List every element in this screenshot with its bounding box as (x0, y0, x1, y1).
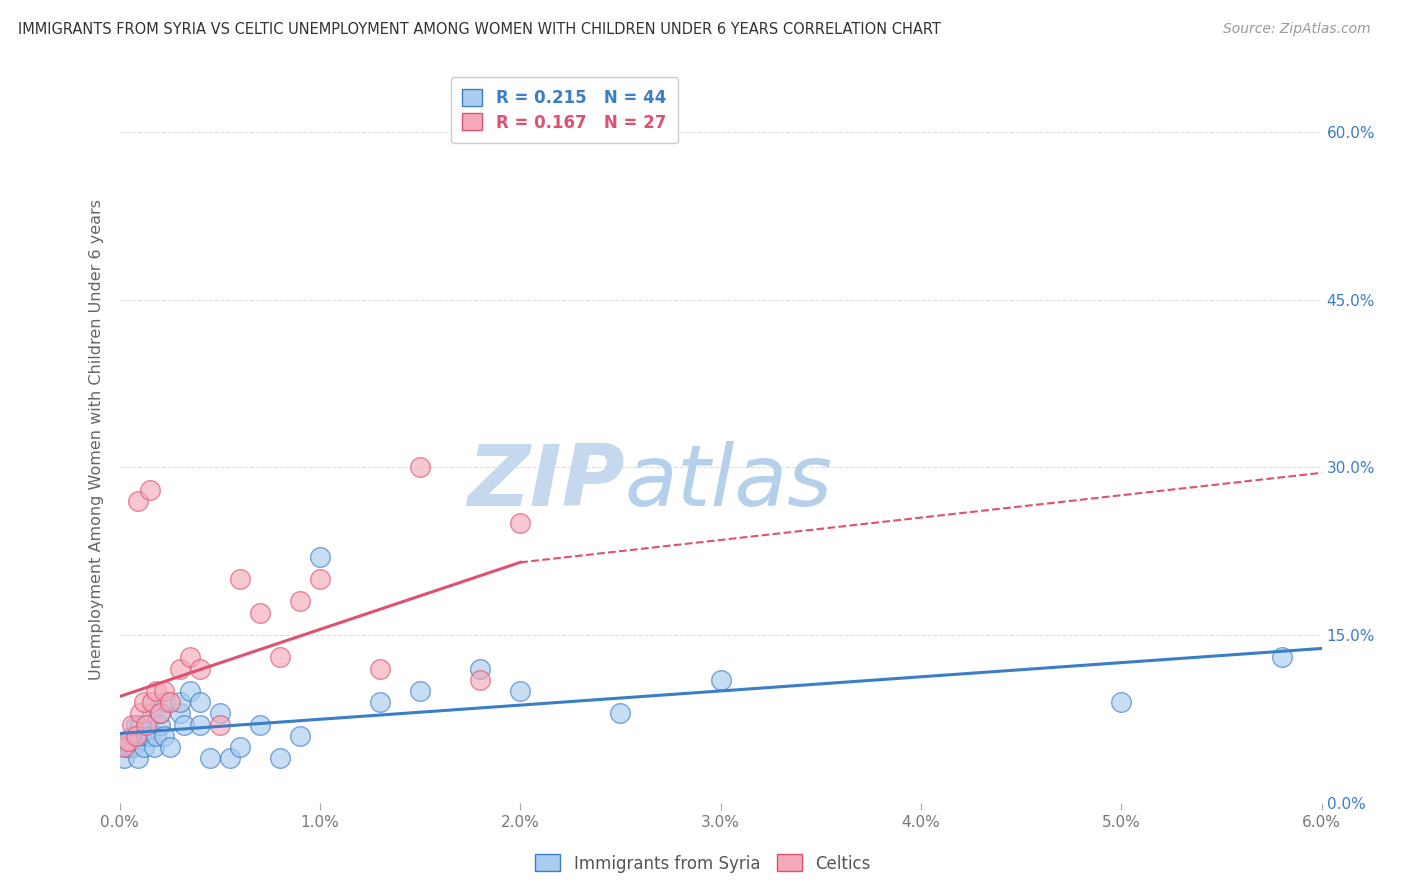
Point (228, 739, 252, 754)
Point (121, 729, 143, 743)
Point (112, 751, 135, 765)
Point (208, 717, 231, 731)
Point (124, 729, 146, 743)
Point (1271, 650, 1294, 665)
Point (127, 751, 149, 765)
Point (179, 650, 201, 665)
Point (169, 706, 191, 721)
Point (138, 729, 160, 743)
Point (114, 739, 136, 754)
Point (122, 739, 145, 754)
Point (152, 684, 174, 698)
Point (132, 695, 155, 709)
Point (208, 706, 231, 721)
Point (121, 717, 143, 731)
Legend: Immigrants from Syria, Celtics: Immigrants from Syria, Celtics (529, 847, 877, 880)
Legend: R = 0.215   N = 44, R = 0.167   N = 27: R = 0.215 N = 44, R = 0.167 N = 27 (451, 77, 678, 144)
Point (368, 662, 391, 676)
Point (468, 662, 492, 676)
Point (141, 706, 163, 721)
Point (145, 684, 167, 698)
Point (112, 739, 135, 754)
Text: IMMIGRANTS FROM SYRIA VS CELTIC UNEMPLOYMENT AMONG WOMEN WITH CHILDREN UNDER 6 Y: IMMIGRANTS FROM SYRIA VS CELTIC UNEMPLOY… (18, 22, 941, 37)
Point (128, 706, 150, 721)
Point (1111, 695, 1133, 709)
Point (409, 460, 432, 475)
Point (173, 717, 195, 731)
Point (159, 695, 181, 709)
Point (124, 729, 146, 743)
Point (188, 695, 211, 709)
Point (124, 717, 146, 731)
Point (228, 572, 252, 586)
Point (142, 739, 165, 754)
Point (149, 717, 172, 731)
Point (409, 684, 432, 698)
Point (152, 729, 174, 743)
Point (249, 717, 271, 731)
Point (368, 695, 391, 709)
Point (179, 684, 201, 698)
Point (132, 739, 155, 754)
Point (309, 572, 332, 586)
Point (118, 739, 141, 754)
Point (135, 729, 157, 743)
Point (288, 729, 311, 743)
Point (609, 706, 631, 721)
Point (468, 673, 492, 687)
Point (188, 662, 211, 676)
Point (218, 751, 240, 765)
Point (249, 606, 271, 620)
Point (145, 729, 167, 743)
Point (709, 673, 731, 687)
Point (138, 483, 160, 497)
Y-axis label: Unemployment Among Women with Children Under 6 years: Unemployment Among Women with Children U… (89, 199, 104, 680)
Point (169, 695, 191, 709)
Point (141, 695, 163, 709)
Point (127, 493, 149, 508)
Text: ZIP: ZIP (467, 442, 624, 524)
Text: Source: ZipAtlas.com: Source: ZipAtlas.com (1223, 22, 1371, 37)
Point (128, 717, 150, 731)
Point (509, 684, 531, 698)
Point (309, 549, 332, 564)
Point (149, 706, 172, 721)
Point (509, 516, 531, 531)
Point (269, 751, 291, 765)
Point (169, 662, 191, 676)
Point (269, 650, 291, 665)
Point (188, 717, 211, 731)
Point (159, 739, 181, 754)
Point (149, 706, 172, 721)
Point (117, 734, 139, 748)
Point (198, 751, 221, 765)
Point (155, 695, 177, 709)
Point (135, 717, 157, 731)
Text: atlas: atlas (624, 442, 832, 524)
Point (128, 729, 150, 743)
Point (136, 717, 159, 731)
Point (288, 594, 311, 608)
